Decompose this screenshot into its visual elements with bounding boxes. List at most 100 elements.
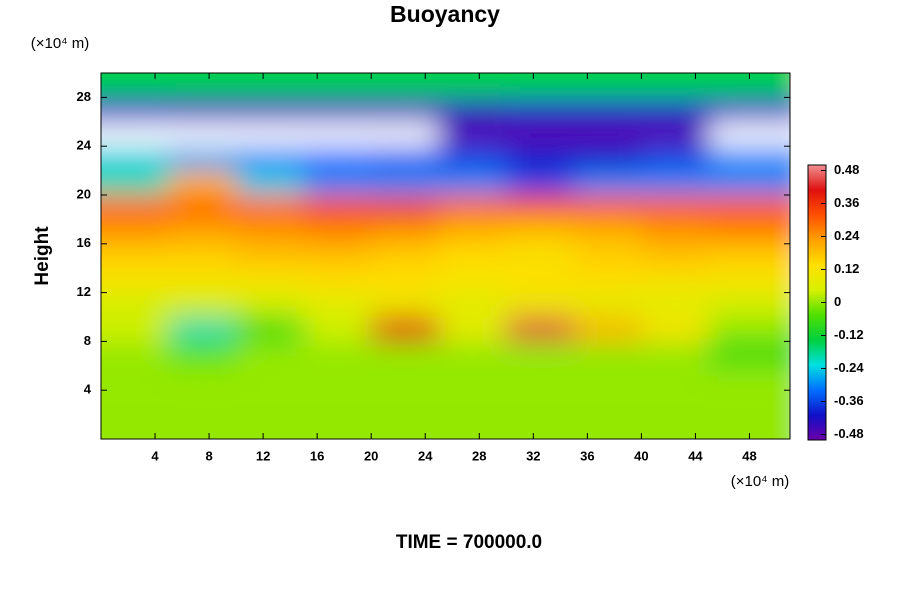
cell	[708, 97, 790, 122]
cell	[371, 390, 439, 415]
y-tick-label: 20	[77, 186, 91, 201]
x-unit: (×10⁴ m)	[731, 473, 790, 490]
cell	[708, 219, 790, 244]
cell	[101, 292, 169, 317]
cell	[101, 195, 169, 220]
cell	[371, 170, 439, 195]
cell	[438, 292, 507, 317]
cell	[236, 268, 304, 293]
cell	[236, 97, 304, 122]
cell	[641, 414, 709, 439]
cell	[641, 97, 709, 122]
cell	[506, 317, 574, 342]
cell	[168, 292, 237, 317]
cell	[168, 97, 237, 122]
cell	[641, 170, 709, 195]
cell	[303, 414, 372, 439]
cell	[573, 73, 642, 98]
colorbar-tick-label: -0.48	[834, 426, 864, 441]
field	[101, 73, 790, 439]
cell	[573, 365, 642, 391]
cell	[101, 170, 169, 195]
cell	[303, 317, 372, 342]
cell	[573, 414, 642, 439]
cell	[168, 73, 237, 98]
cell	[573, 97, 642, 122]
y-tick-label: 4	[84, 382, 92, 397]
cell	[438, 219, 507, 244]
cell	[303, 243, 372, 269]
cell	[438, 73, 507, 98]
cell	[303, 97, 372, 122]
cell	[303, 170, 372, 195]
cell	[573, 341, 642, 366]
cell	[708, 414, 790, 439]
cell	[168, 414, 237, 439]
cell	[101, 365, 169, 391]
cell	[371, 97, 439, 122]
colorbar-tick-label: 0	[834, 294, 841, 309]
x-tick-label: 20	[364, 448, 378, 463]
cell	[236, 73, 304, 98]
footer: TIME = 700000.0	[396, 532, 542, 553]
cell	[506, 243, 574, 269]
y-unit: (×10⁴ m)	[31, 35, 90, 52]
cell	[236, 317, 304, 342]
cell	[303, 365, 372, 391]
cell	[641, 292, 709, 317]
cell	[506, 121, 574, 147]
y-tick-label: 16	[77, 235, 91, 250]
colorbar-tick-label: 0.48	[834, 162, 859, 177]
cell	[438, 121, 507, 147]
cell	[708, 341, 790, 366]
cell	[438, 243, 507, 269]
cell	[236, 414, 304, 439]
cell	[506, 170, 574, 195]
cell	[573, 292, 642, 317]
cell	[573, 170, 642, 195]
cell	[506, 219, 574, 244]
cell	[506, 97, 574, 122]
cell	[708, 390, 790, 415]
colorbar-tick-label: -0.12	[834, 327, 864, 342]
cell	[303, 121, 372, 147]
cell	[641, 73, 709, 98]
cell	[506, 341, 574, 366]
cell	[708, 170, 790, 195]
cell	[101, 317, 169, 342]
x-tick-label: 4	[151, 448, 159, 463]
cell	[236, 390, 304, 415]
colorbar-tick-label: 0.24	[834, 228, 860, 243]
cell	[573, 390, 642, 415]
cell	[168, 390, 237, 415]
cell	[506, 292, 574, 317]
cell	[371, 243, 439, 269]
cell	[168, 170, 237, 195]
x-tick-label: 48	[742, 448, 756, 463]
cell	[101, 73, 169, 98]
cell	[303, 341, 372, 366]
cell	[438, 170, 507, 195]
cell	[303, 195, 372, 220]
cell	[168, 219, 237, 244]
chart-title: Buoyancy	[390, 1, 500, 27]
cell	[168, 243, 237, 269]
cell	[506, 146, 574, 171]
cell	[573, 195, 642, 220]
cell	[641, 195, 709, 220]
cell	[708, 73, 790, 98]
cell	[641, 121, 709, 147]
cell	[236, 170, 304, 195]
cell	[371, 365, 439, 391]
cell	[708, 365, 790, 391]
colorbar-tick-label: 0.12	[834, 261, 859, 276]
cell	[168, 195, 237, 220]
cell	[708, 292, 790, 317]
cell	[371, 317, 439, 342]
cell	[101, 243, 169, 269]
cell	[371, 195, 439, 220]
cell	[168, 365, 237, 391]
cell	[573, 317, 642, 342]
cell	[641, 268, 709, 293]
x-tick-label: 44	[688, 448, 703, 463]
